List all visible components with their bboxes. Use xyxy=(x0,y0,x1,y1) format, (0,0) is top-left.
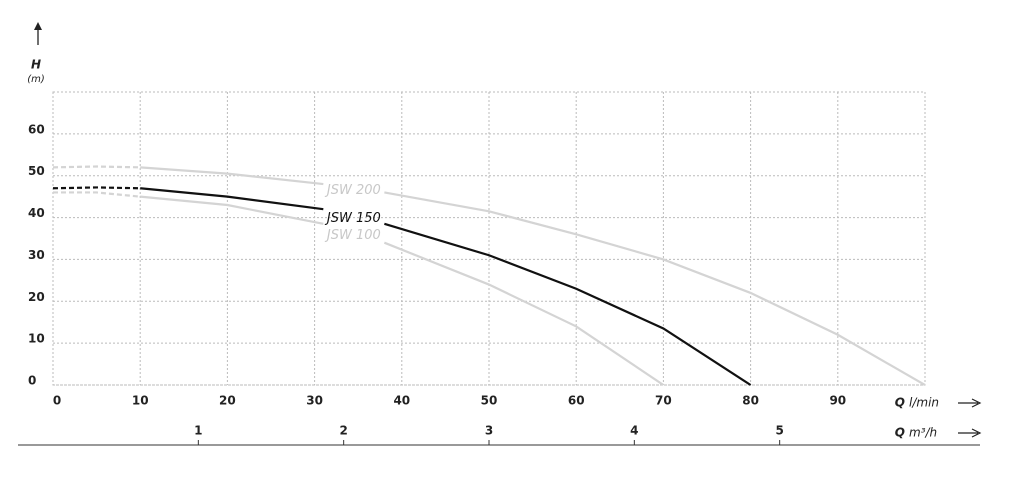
y-tick-label: 60 xyxy=(28,122,45,136)
x-tick-label: 50 xyxy=(481,394,498,408)
y-arrowhead xyxy=(34,22,42,30)
y-tick-label: 30 xyxy=(28,248,45,262)
x2-arrow xyxy=(958,428,982,438)
series-label: JSW 200 xyxy=(324,183,381,198)
x-tick-label: 10 xyxy=(132,394,149,408)
x2-label: Q xyxy=(895,426,905,440)
x-unit: l/min xyxy=(909,396,939,410)
y-label: H xyxy=(31,58,41,72)
x-tick-label: 40 xyxy=(393,394,410,408)
x2-tick-label: 2 xyxy=(339,424,347,438)
y-tick-label: 10 xyxy=(28,332,45,346)
x-tick-label: 70 xyxy=(655,394,672,408)
series-label: JSW 100 xyxy=(324,228,381,243)
curve xyxy=(384,191,926,386)
x2-tick-label: 5 xyxy=(775,424,783,438)
y-tick-label: 50 xyxy=(28,164,45,178)
x-tick-label: 90 xyxy=(829,394,846,408)
x-tick-label: 0 xyxy=(53,394,61,408)
x2-tick-label: 4 xyxy=(630,424,638,438)
curve xyxy=(140,187,324,211)
x-label: Q xyxy=(895,396,905,410)
x-arrow xyxy=(958,398,982,408)
curve xyxy=(384,222,752,386)
curve xyxy=(140,195,324,225)
y-unit: (m) xyxy=(27,74,45,85)
y-tick-label: 0 xyxy=(28,374,36,388)
x-tick-label: 80 xyxy=(742,394,759,408)
series-label: JSW 150 xyxy=(324,211,381,226)
y-tick-label: 20 xyxy=(28,290,45,304)
x2-tick-label: 3 xyxy=(485,424,493,438)
y-tick-label: 40 xyxy=(28,206,45,220)
x-tick-label: 20 xyxy=(219,394,236,408)
x2-tick-label: 1 xyxy=(194,424,202,438)
x-tick-label: 30 xyxy=(306,394,323,408)
curve xyxy=(140,166,324,186)
curve xyxy=(52,165,141,169)
x2-unit: m³/h xyxy=(909,426,937,440)
curve xyxy=(383,241,665,386)
curve xyxy=(52,186,141,190)
curve xyxy=(53,191,141,198)
x-tick-label: 60 xyxy=(568,394,585,408)
